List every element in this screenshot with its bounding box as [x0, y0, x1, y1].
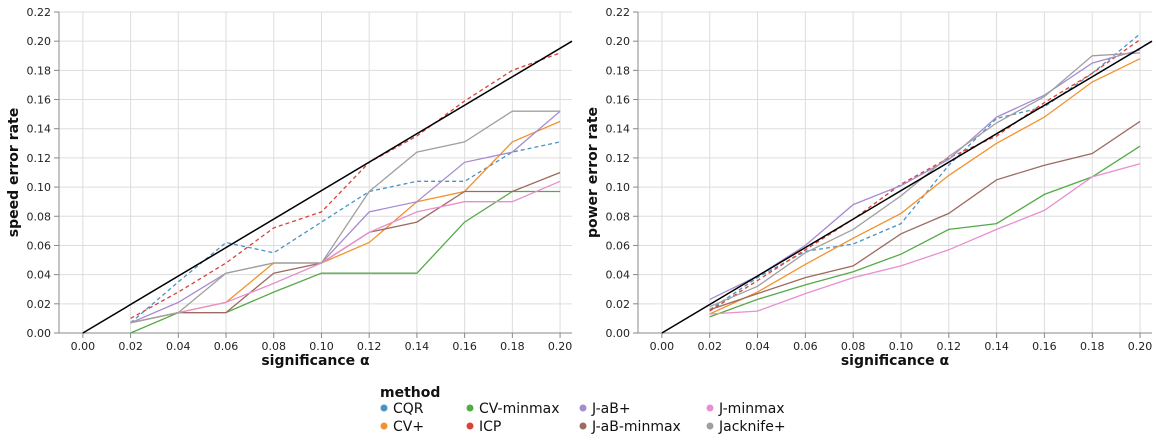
x-tick-label: 0.08 — [261, 340, 286, 353]
legend-title: method — [380, 385, 440, 401]
legend-label-cqr: CQR — [393, 401, 424, 417]
y-tick-label: 0.20 — [606, 35, 631, 48]
y-tick-label: 0.20 — [27, 35, 52, 48]
y-tick-label: 0.08 — [27, 210, 52, 223]
x-tick-label: 0.18 — [1080, 340, 1105, 353]
series-line-cv- — [709, 58, 1141, 315]
legend-swatch-j-minmax — [706, 404, 714, 412]
y-tick-label: 0.02 — [27, 298, 52, 311]
y-tick-label: 0.08 — [606, 210, 631, 223]
x-tick-label: 0.20 — [1128, 340, 1153, 353]
x-tick-label: 0.10 — [309, 340, 334, 353]
y-tick-label: 0.04 — [27, 269, 52, 282]
x-tick-label: 0.16 — [1032, 340, 1057, 353]
reference-line — [661, 40, 1153, 334]
x-tick-label: 0.04 — [166, 340, 191, 353]
y-tick-label: 0.10 — [606, 181, 631, 194]
series-line-cqr — [130, 141, 561, 324]
x-tick-label: 0.18 — [500, 340, 525, 353]
series-line-cv-minmax — [709, 145, 1141, 318]
power-error-chart: 0.00 0.02 0.04 0.06 0.08 0.10 0.12 0.14 0.16 0.18… — [585, 6, 1153, 369]
x-tick-label: 0.04 — [745, 340, 770, 353]
y-tick-label: 0.22 — [606, 6, 631, 19]
legend-swatch-icp — [466, 422, 474, 430]
series-line-icp — [709, 39, 1141, 312]
y-tick-label: 0.02 — [606, 298, 631, 311]
y-tick-label: 0.00 — [27, 327, 52, 340]
legend-swatch-cv-minmax — [466, 404, 474, 412]
x-tick-label: 0.14 — [405, 340, 430, 353]
x-tick-label: 0.16 — [452, 340, 477, 353]
legend: method CQR CV+ CV-minmax ICP J-aB+ J-aB-minma… — [380, 385, 786, 435]
x-tick-label: 0.12 — [357, 340, 382, 353]
x-tick-label: 0.14 — [984, 340, 1009, 353]
series-line-icp — [130, 52, 561, 319]
x-tick-label: 0.20 — [548, 340, 573, 353]
legend-swatch-jacknife- — [706, 422, 714, 430]
x-axis-title: significance α — [261, 353, 370, 369]
x-tick-label: 0.06 — [793, 340, 818, 353]
legend-swatch-cqr — [380, 404, 388, 412]
legend-label-jacknife-: Jacknife+ — [718, 419, 786, 435]
series-line-jacknife- — [130, 110, 561, 324]
y-tick-label: 0.18 — [606, 64, 631, 77]
y-tick-label: 0.18 — [27, 64, 52, 77]
y-tick-label: 0.14 — [27, 123, 52, 136]
x-tick-label: 0.00 — [650, 340, 675, 353]
legend-label-j-minmax: J-minmax — [718, 401, 785, 417]
x-tick-label: 0.00 — [71, 340, 96, 353]
series-line-j-ab-minmax — [709, 120, 1141, 311]
legend-label-j-ab-: J-aB+ — [591, 401, 631, 417]
x-tick-label: 0.08 — [841, 340, 866, 353]
speed-error-chart: 0.00 0.02 0.04 0.06 0.08 0.10 0.12 0.14 0.16 0.18… — [6, 6, 573, 369]
y-tick-label: 0.12 — [606, 152, 631, 165]
series-line-cv-minmax — [130, 190, 561, 334]
x-tick-label: 0.02 — [697, 340, 722, 353]
x-tick-label: 0.06 — [214, 340, 239, 353]
legend-label-cv-minmax: CV-minmax — [479, 401, 560, 417]
y-axis-title: speed error rate — [6, 108, 22, 237]
y-tick-label: 0.12 — [27, 152, 52, 165]
series-line-j-minmax — [130, 180, 561, 324]
series-line-j-minmax — [709, 163, 1141, 315]
y-tick-label: 0.00 — [606, 327, 631, 340]
legend-swatch-cv- — [380, 422, 388, 430]
y-tick-label: 0.16 — [606, 94, 631, 107]
legend-label-icp: ICP — [479, 419, 501, 435]
y-tick-label: 0.14 — [606, 123, 631, 136]
reference-line — [82, 40, 573, 334]
y-tick-label: 0.22 — [27, 6, 52, 19]
legend-swatch-j-ab- — [579, 404, 587, 412]
y-axis-title: power error rate — [585, 107, 601, 238]
y-tick-label: 0.06 — [27, 239, 52, 252]
series-line-j-ab- — [709, 49, 1141, 300]
x-axis-title: significance α — [841, 353, 950, 369]
legend-label-cv-: CV+ — [393, 419, 424, 435]
series-line-jacknife- — [709, 52, 1141, 308]
series-line-j-ab- — [130, 110, 561, 324]
legend-swatch-j-ab-minmax — [579, 422, 587, 430]
x-tick-label: 0.02 — [118, 340, 143, 353]
x-tick-label: 0.12 — [937, 340, 962, 353]
y-tick-label: 0.10 — [27, 181, 52, 194]
x-tick-label: 0.10 — [889, 340, 914, 353]
y-tick-label: 0.06 — [606, 239, 631, 252]
y-tick-label: 0.16 — [27, 94, 52, 107]
y-tick-label: 0.04 — [606, 269, 631, 282]
legend-label-j-ab-minmax: J-aB-minmax — [591, 419, 681, 435]
